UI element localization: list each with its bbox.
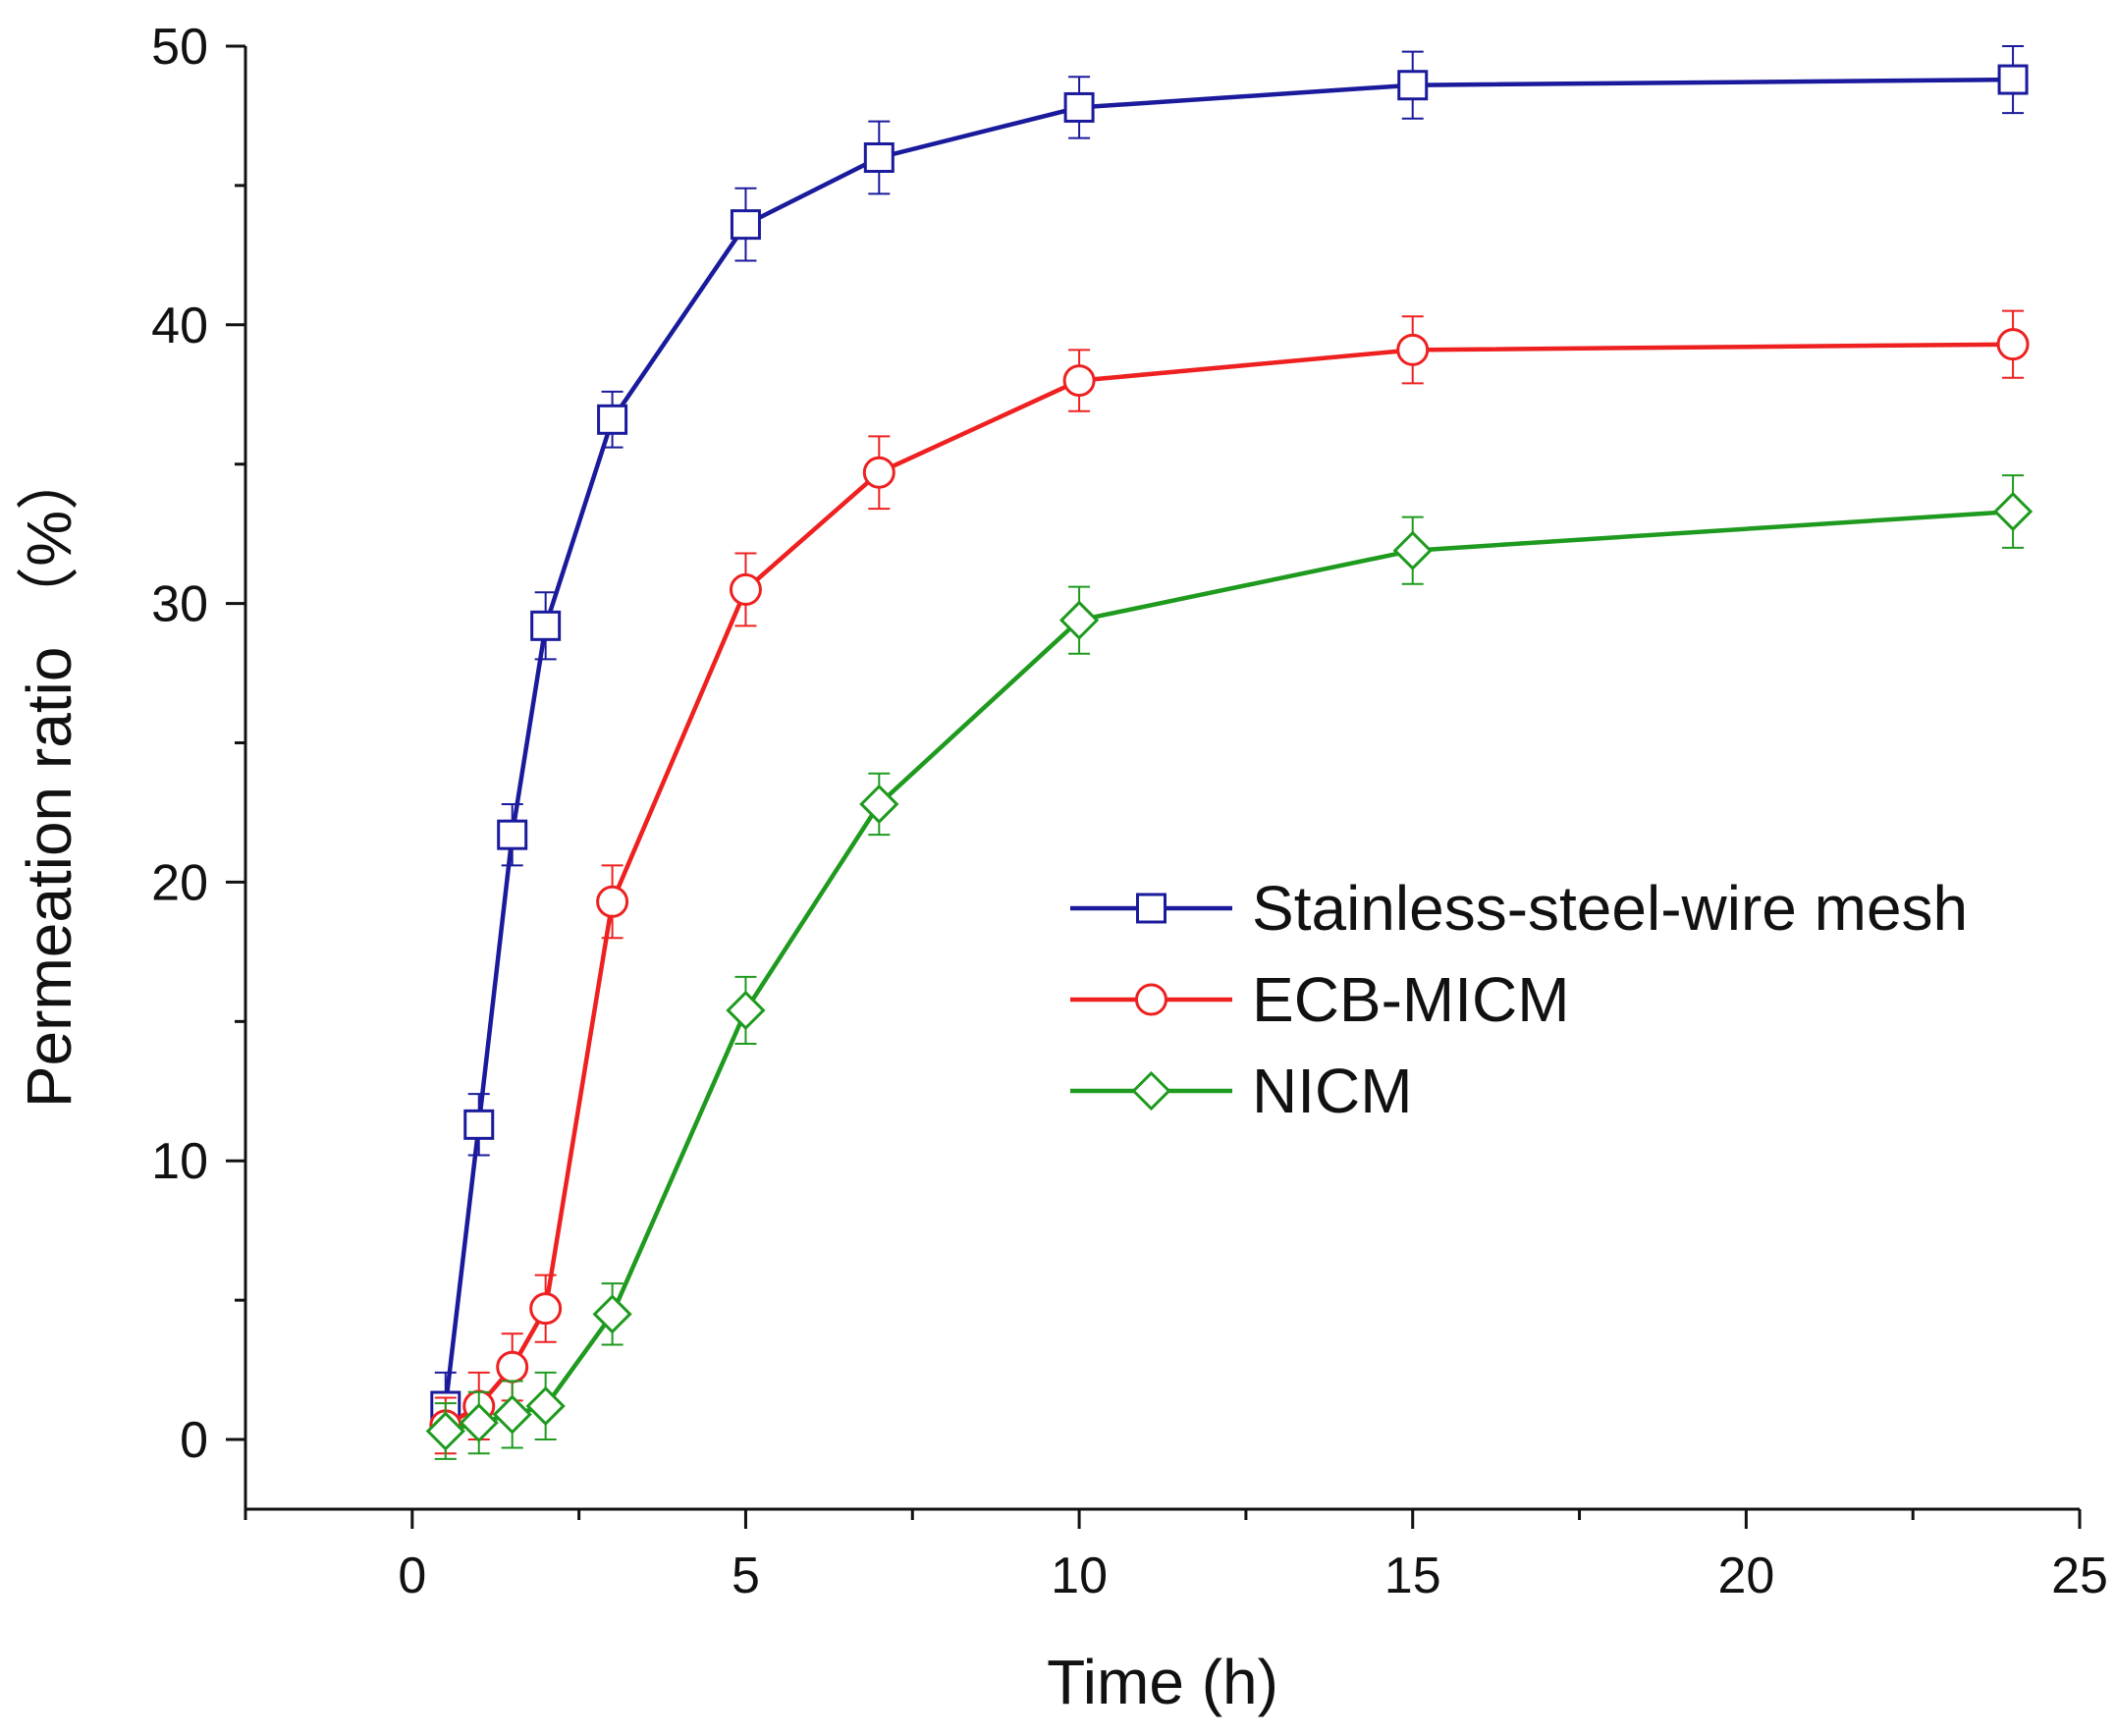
- data-point: [729, 572, 762, 606]
- y-tick-label: 0: [180, 1412, 208, 1469]
- data-point: [726, 990, 766, 1031]
- x-tick-label: 20: [1717, 1547, 1774, 1604]
- x-axis-title: Time (h): [1047, 1647, 1278, 1717]
- data-point: [1396, 333, 1430, 366]
- x-tick-label: 25: [2051, 1547, 2108, 1604]
- x-tick-label: 15: [1384, 1547, 1441, 1604]
- series-1: [429, 309, 2030, 1455]
- data-point: [459, 1402, 499, 1443]
- legend-marker: [1136, 893, 1166, 924]
- data-point: [1392, 530, 1433, 570]
- data-point: [463, 1109, 495, 1140]
- data-point: [530, 610, 562, 641]
- y-tick-label: 30: [151, 576, 208, 633]
- x-tick-label: 0: [398, 1547, 426, 1604]
- data-point: [525, 1385, 566, 1427]
- legend-label: NICM: [1252, 1056, 1413, 1126]
- legend-label: Stainless-steel-wire mesh: [1252, 873, 1968, 944]
- data-point: [425, 1411, 465, 1451]
- axes: 0 10 20 30 40 50 0 5 10 15 20 25: [151, 19, 2108, 1604]
- series-line: [443, 77, 2014, 1407]
- data-point: [1062, 364, 1096, 398]
- data-point: [862, 456, 895, 489]
- data-point: [859, 784, 899, 825]
- series-layer: [425, 45, 2034, 1460]
- legend-marker: [1131, 1070, 1171, 1112]
- legend-entry-1: ECB-MICM: [1070, 964, 1570, 1035]
- y-axis-title: Permeation ratio （%）: [14, 448, 84, 1108]
- legend-entry-2: NICM: [1070, 1056, 1413, 1126]
- series-line: [444, 342, 2014, 1428]
- data-point: [496, 1350, 529, 1383]
- data-point: [592, 1294, 632, 1334]
- legend: Stainless-steel-wire mesh ECB-MICM NICM: [1070, 873, 1968, 1126]
- data-point: [730, 209, 761, 241]
- data-point: [1996, 328, 2030, 361]
- data-point: [1063, 91, 1095, 123]
- legend-marker: [1135, 983, 1167, 1016]
- data-point: [1997, 64, 2029, 95]
- data-point: [492, 1394, 532, 1435]
- series-2: [425, 474, 2034, 1460]
- y-tick-label: 50: [151, 19, 208, 76]
- data-point: [1058, 600, 1100, 640]
- data-point: [597, 404, 628, 435]
- data-point: [863, 142, 895, 174]
- series-0: [430, 45, 2029, 1441]
- data-point: [497, 819, 528, 850]
- data-point: [1992, 491, 2034, 532]
- series-line: [445, 509, 2014, 1434]
- data-point: [1397, 70, 1429, 101]
- y-tick-label: 10: [151, 1133, 208, 1190]
- data-point: [596, 885, 629, 918]
- y-tick-label: 20: [151, 854, 208, 911]
- x-tick-label: 5: [732, 1547, 760, 1604]
- x-tick-label: 10: [1051, 1547, 1108, 1604]
- data-point: [529, 1292, 563, 1326]
- y-tick-label: 40: [151, 298, 208, 354]
- legend-label: ECB-MICM: [1252, 964, 1570, 1035]
- legend-entry-0: Stainless-steel-wire mesh: [1070, 873, 1968, 944]
